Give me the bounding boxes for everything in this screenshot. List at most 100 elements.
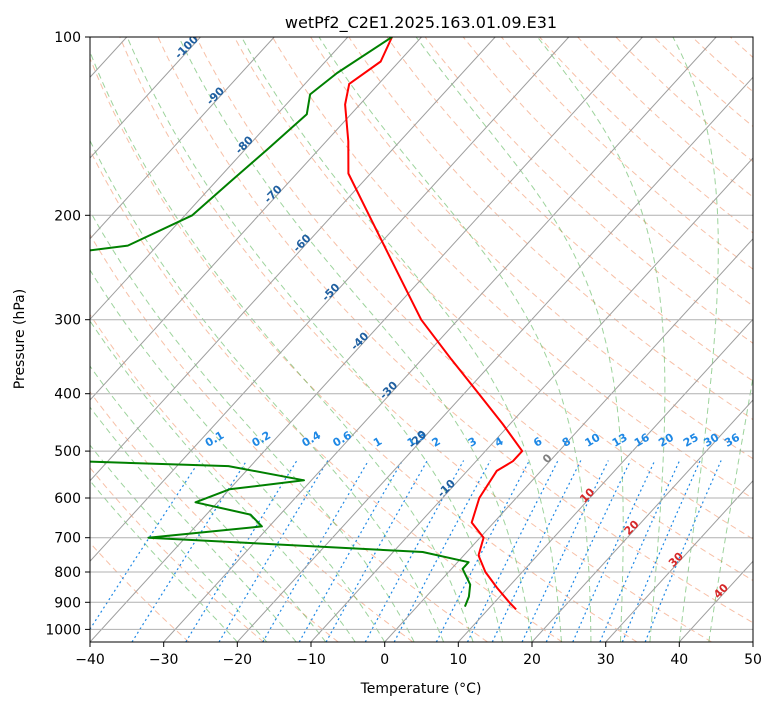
- y-tick-label: 700: [54, 531, 81, 547]
- moist-adiabat-label: 20: [622, 517, 642, 537]
- isotherm-line: [310, 157, 753, 642]
- mixing-ratio-label: 20: [656, 431, 676, 450]
- y-tick-label: 800: [54, 565, 81, 581]
- profile-lines: [90, 37, 524, 611]
- dry-adiabat: [90, 391, 339, 642]
- dry-adiabat: [90, 313, 414, 642]
- isotherm-line: [90, 37, 422, 401]
- isotherm-line: [90, 37, 643, 642]
- dewpoint-profile: [90, 37, 472, 607]
- moist-adiabat: [90, 479, 238, 642]
- y-tick-label: 100: [54, 30, 81, 46]
- isotherm-line: [90, 37, 570, 563]
- background-lines: [90, 37, 775, 642]
- isotherm-label: -50: [319, 280, 342, 303]
- isotherm-line: [90, 37, 201, 159]
- mixing-ratio-label: 13: [610, 431, 630, 450]
- x-tick-label: 10: [449, 652, 467, 668]
- mixing-ratio-label: 30: [702, 431, 722, 450]
- moist-adiabat-label: 10: [577, 485, 597, 505]
- y-tick-label: 300: [54, 313, 81, 329]
- dry-adiabat: [348, 37, 753, 421]
- mixing-ratio-line: [185, 460, 298, 642]
- dry-adiabat: [769, 37, 775, 642]
- y-tick-label: 500: [54, 444, 81, 460]
- mixing-ratio-line: [572, 460, 656, 642]
- mixing-ratio-label: 36: [722, 431, 742, 450]
- moist-adiabat: [90, 365, 327, 642]
- mixing-ratio-label: 10: [583, 431, 603, 450]
- dry-adiabat: [577, 37, 753, 198]
- dry-adiabat: [462, 37, 753, 307]
- isotherm-line: [236, 76, 753, 642]
- dry-adiabat: [195, 37, 753, 582]
- isotherm-line: [384, 237, 753, 642]
- moist-adiabat: [90, 50, 474, 642]
- mixing-ratio-line: [491, 460, 582, 642]
- moist-adiabat: [241, 37, 562, 642]
- dry-adiabat: [424, 37, 753, 344]
- moist-adiabat: [90, 444, 268, 642]
- dry-adiabat: [539, 37, 753, 234]
- x-tick-label: 20: [523, 652, 541, 668]
- moist-adiabat: [318, 37, 592, 642]
- x-tick-label: −40: [75, 652, 105, 668]
- moist-adiabat: [90, 210, 415, 642]
- axes: −40 −30 −20 −10 0 10 20 30 40 5010020030040050060…: [45, 30, 762, 668]
- chart-title: wetPf2_C2E1.2025.163.01.09.E31: [285, 13, 557, 33]
- moist-adiabat: [90, 269, 386, 642]
- mixing-ratio-line: [262, 460, 370, 642]
- dry-adiabat: [90, 466, 264, 642]
- isotherm-label: -70: [262, 182, 285, 205]
- isotherm-line: [163, 37, 717, 642]
- moist-adiabat: [672, 37, 719, 642]
- dry-adiabat: [157, 37, 753, 624]
- x-tick-label: 50: [744, 652, 762, 668]
- mixing-ratio-line: [644, 460, 722, 642]
- y-tick-label: 1000: [45, 622, 81, 638]
- mixing-ratio-line: [599, 460, 681, 642]
- isotherm-line: [752, 641, 753, 642]
- mixing-ratio-line: [131, 460, 248, 642]
- moist-adiabat: [126, 37, 503, 642]
- moist-adiabat: [415, 37, 624, 642]
- x-tick-label: 0: [380, 652, 389, 668]
- mixing-ratio-label: 3: [466, 435, 479, 450]
- x-axis-label: Temperature (°C): [360, 681, 482, 697]
- y-tick-label: 900: [54, 595, 81, 611]
- y-tick-label: 600: [54, 491, 81, 507]
- mixing-ratio-label: 0.4: [300, 429, 324, 450]
- x-tick-label: 40: [670, 652, 688, 668]
- moist-adiabat: [90, 139, 445, 642]
- mixing-ratio-label: 1: [371, 435, 384, 450]
- mixing-ratio-label: 6: [531, 434, 544, 449]
- dry-adiabat: [501, 37, 753, 270]
- mixing-ratio-line: [90, 460, 201, 631]
- isotherm-line: [605, 479, 753, 642]
- mixing-ratio-line: [521, 460, 609, 642]
- moist-adiabat-label: 30: [666, 549, 686, 569]
- mixing-ratio-line: [435, 460, 530, 642]
- x-tick-label: −20: [223, 652, 253, 668]
- y-tick-label: 200: [54, 208, 81, 224]
- dry-adiabat: [119, 37, 712, 642]
- dry-adiabat: [233, 37, 753, 540]
- mixing-ratio-line: [393, 460, 491, 642]
- moist-adiabat-label: 40: [711, 581, 731, 601]
- isotherm-line: [90, 37, 349, 321]
- dry-adiabat: [386, 37, 753, 382]
- isotherm-label: -80: [233, 133, 256, 156]
- x-tick-label: −30: [149, 652, 179, 668]
- x-tick-label: −10: [296, 652, 326, 668]
- moist-adiabat: [708, 374, 753, 642]
- x-tick-label: 30: [597, 652, 615, 668]
- plot-frame: [89, 36, 754, 643]
- moist-adiabat: [178, 37, 533, 642]
- y-tick-label: 400: [54, 387, 81, 403]
- dry-adiabat: [90, 57, 638, 642]
- dry-adiabat: [615, 37, 753, 163]
- mixing-ratio-label: 25: [681, 431, 701, 450]
- moist-adiabat: [537, 37, 666, 642]
- isotherm-line: [90, 37, 496, 482]
